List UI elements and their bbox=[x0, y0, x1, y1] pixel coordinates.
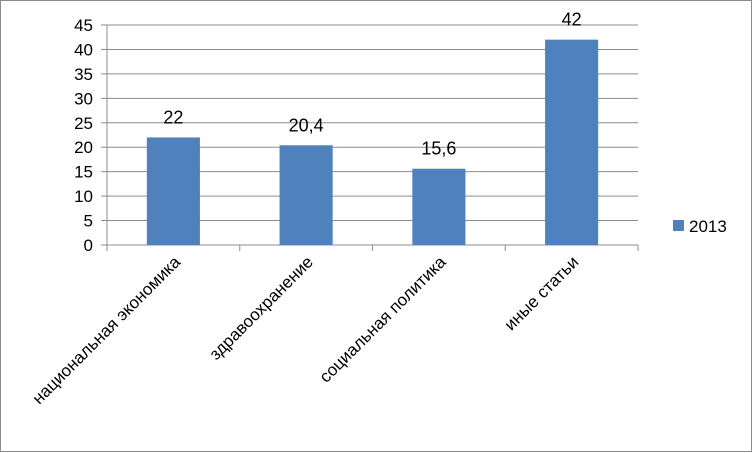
legend-swatch bbox=[673, 220, 684, 231]
data-label: 42 bbox=[562, 10, 582, 30]
y-tick-label: 0 bbox=[84, 236, 93, 255]
y-tick-label: 25 bbox=[74, 114, 93, 133]
data-label: 15,6 bbox=[421, 139, 456, 159]
data-label: 22 bbox=[163, 107, 183, 127]
category-label: социальная политика bbox=[316, 252, 450, 386]
bar bbox=[146, 137, 200, 245]
y-tick-label: 15 bbox=[74, 163, 93, 182]
category-labels: национальная экономика здравоохранениесоц… bbox=[29, 252, 583, 408]
data-labels: 22 20,4 15,6 42 bbox=[163, 10, 581, 159]
category-label: здравоохранение bbox=[206, 252, 317, 363]
y-tick-label: 35 bbox=[74, 65, 93, 84]
y-tick-label: 20 bbox=[74, 138, 93, 157]
y-tick-label: 30 bbox=[74, 89, 93, 108]
bars bbox=[146, 39, 599, 245]
data-label: 20,4 bbox=[289, 115, 324, 135]
bar bbox=[412, 168, 466, 245]
y-tick-label: 5 bbox=[84, 212, 93, 231]
bar bbox=[279, 145, 333, 245]
y-tick-label: 10 bbox=[74, 187, 93, 206]
category-label: национальная экономика bbox=[29, 252, 185, 408]
legend-label: 2013 bbox=[689, 217, 727, 236]
y-tick-label: 45 bbox=[74, 16, 93, 35]
legend: 2013 bbox=[673, 217, 727, 236]
bar bbox=[545, 39, 599, 245]
axes: 0 5 10 15 20 25 30 35 40 45 bbox=[74, 16, 639, 255]
category-label: иные статьи bbox=[501, 252, 583, 334]
y-tick-label: 40 bbox=[74, 40, 93, 59]
